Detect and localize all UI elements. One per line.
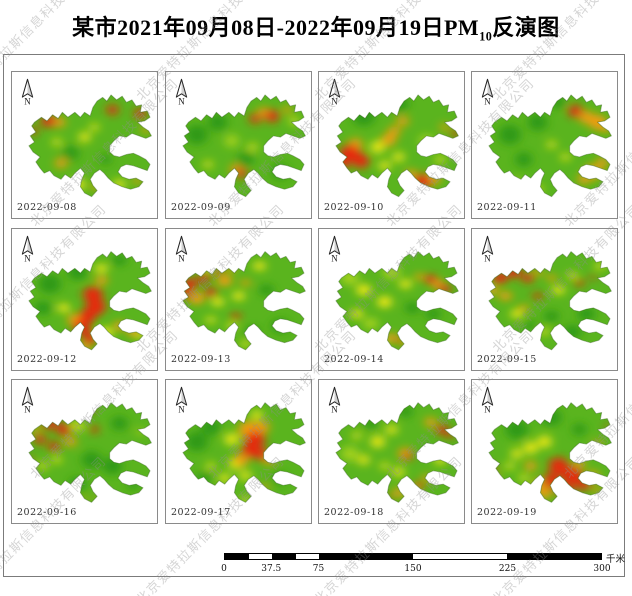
pm10-raster-map [488, 94, 612, 198]
map-panel: N 2022-09-11 [471, 71, 618, 219]
scale-bar-segment [248, 554, 272, 559]
map-panel: N 2022-09-15 [471, 228, 618, 371]
title-suffix: 反演图 [492, 15, 560, 40]
pm10-raster-map [335, 94, 459, 198]
svg-text:N: N [331, 254, 338, 263]
title-text: 某市2021年09月08日-2022年09月19日PM [72, 15, 480, 40]
map-panel: N 2022-09-16 [11, 379, 158, 524]
svg-text:N: N [24, 405, 31, 414]
map-panel: N 2022-09-12 [11, 228, 158, 371]
north-arrow-icon: N [328, 235, 341, 263]
svg-text:N: N [484, 97, 491, 106]
map-panel: N 2022-09-09 [165, 71, 312, 219]
panel-date-label: 2022-09-13 [171, 354, 231, 365]
panel-date-label: 2022-09-09 [171, 202, 231, 213]
pm10-raster-map [28, 402, 152, 503]
pm10-raster-map [182, 94, 306, 198]
map-panel: N 2022-09-17 [165, 379, 312, 524]
scale-bar-segment [295, 554, 319, 559]
figure-title: 某市2021年09月08日-2022年09月19日PM10反演图 [0, 10, 632, 44]
map-panel: N 2022-09-18 [318, 379, 465, 524]
svg-text:N: N [331, 97, 338, 106]
panel-date-label: 2022-09-11 [477, 202, 537, 213]
panel-date-label: 2022-09-10 [324, 202, 384, 213]
north-arrow-icon: N [481, 235, 494, 263]
north-arrow-icon: N [175, 78, 188, 106]
pm10-raster-map [28, 250, 152, 350]
north-arrow-icon: N [481, 78, 494, 106]
map-panel: N 2022-09-08 [11, 71, 158, 219]
svg-text:N: N [178, 254, 185, 263]
svg-text:N: N [484, 254, 491, 263]
pm10-raster-map [182, 250, 306, 350]
pm10-raster-map [488, 402, 612, 503]
svg-text:N: N [24, 254, 31, 263]
map-panel: N 2022-09-14 [318, 228, 465, 371]
map-panel: N 2022-09-10 [318, 71, 465, 219]
north-arrow-icon: N [21, 235, 34, 263]
scale-bar-segment [225, 554, 249, 559]
scale-bar-segment [507, 554, 601, 559]
scale-bar-segment [319, 554, 413, 559]
panel-date-label: 2022-09-08 [17, 202, 77, 213]
scale-bar-tick-label: 75 [312, 564, 325, 574]
scale-bar-tick-label: 300 [593, 564, 611, 574]
panel-date-label: 2022-09-19 [477, 507, 537, 518]
panel-date-label: 2022-09-17 [171, 507, 231, 518]
pm10-raster-map [335, 250, 459, 350]
svg-text:N: N [24, 97, 31, 106]
north-arrow-icon: N [328, 386, 341, 414]
north-arrow-icon: N [21, 78, 34, 106]
svg-text:N: N [178, 405, 185, 414]
map-panel: N 2022-09-19 [471, 379, 618, 524]
svg-text:N: N [331, 405, 338, 414]
pm10-raster-map [488, 250, 612, 350]
scale-bar-segment [413, 554, 507, 559]
panel-date-label: 2022-09-14 [324, 354, 384, 365]
scale-bar-unit: 千米 [606, 555, 626, 565]
panel-date-label: 2022-09-18 [324, 507, 384, 518]
pm10-raster-map [182, 402, 306, 503]
svg-text:N: N [178, 97, 185, 106]
svg-text:N: N [484, 405, 491, 414]
north-arrow-icon: N [175, 235, 188, 263]
map-panel: N 2022-09-13 [165, 228, 312, 371]
north-arrow-icon: N [21, 386, 34, 414]
scale-bar-tick-label: 37.5 [261, 564, 282, 574]
title-subscript: 10 [479, 29, 493, 44]
scale-bar: 0 37.5 75 150 225 300 千米 [221, 553, 625, 577]
panel-date-label: 2022-09-12 [17, 354, 77, 365]
scale-bar-segments [224, 553, 602, 560]
pm10-raster-map [28, 94, 152, 198]
north-arrow-icon: N [481, 386, 494, 414]
panel-date-label: 2022-09-15 [477, 354, 537, 365]
north-arrow-icon: N [328, 78, 341, 106]
north-arrow-icon: N [175, 386, 188, 414]
scale-bar-tick-label: 0 [221, 564, 227, 574]
pm10-raster-map [335, 402, 459, 503]
scale-bar-tick-label: 150 [404, 564, 422, 574]
panel-date-label: 2022-09-16 [17, 507, 77, 518]
scale-bar-tick-label: 225 [498, 564, 517, 574]
scale-bar-segment [272, 554, 296, 559]
